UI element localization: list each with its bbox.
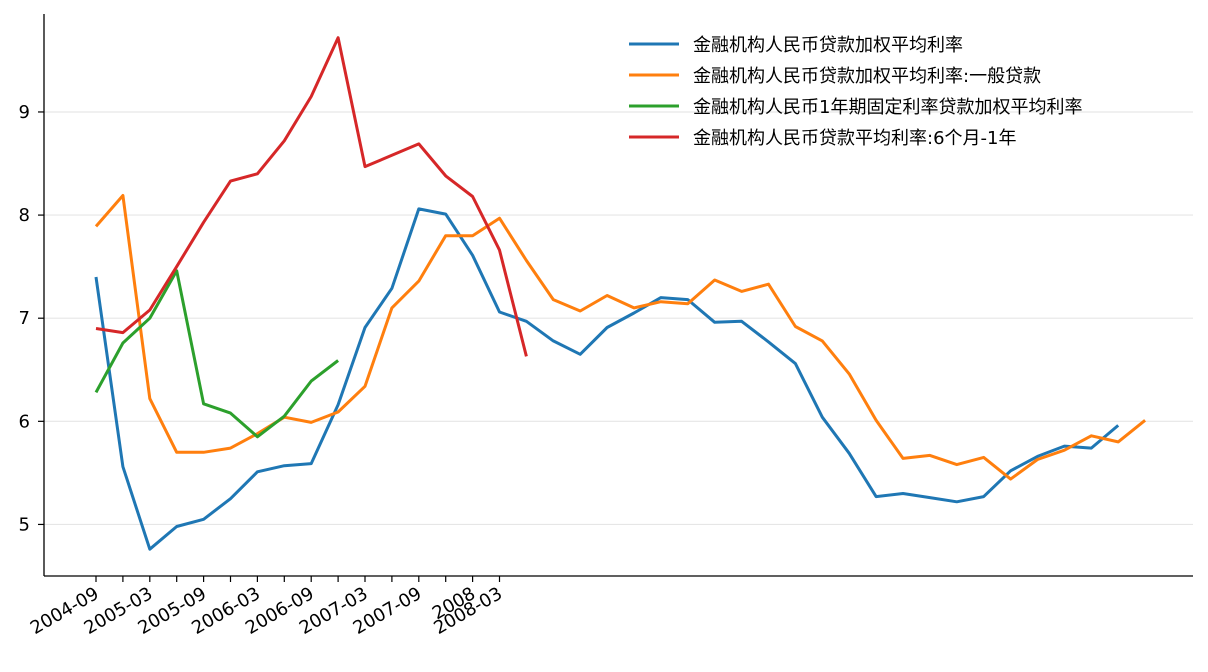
legend-label-3: 金融机构人民币1年期固定利率贷款加权平均利率 [693,97,1082,118]
legend-label-4: 金融机构人民币贷款平均利率:6个月-1年 [693,128,1016,149]
series-line-2 [94,194,1147,481]
series-lines [94,36,1147,551]
y-tick-label: 5 [19,514,30,535]
y-tick-label: 6 [19,411,30,432]
x-ticks: 2004-092005-032005-092006-032006-092007-… [27,576,506,639]
y-tick-label: 8 [19,205,30,226]
gridlines [44,111,1193,526]
series-line-4 [95,36,528,357]
y-tick-label: 9 [19,102,30,123]
series-line-3 [94,269,340,439]
axes [43,14,1193,577]
y-ticks: 5 6 7 8 9 [19,102,44,535]
series-line-1 [94,207,1120,551]
legend-label-2: 金融机构人民币贷款加权平均利率:一般贷款 [693,66,1041,87]
y-tick-label: 7 [19,308,30,329]
legend-label-1: 金融机构人民币贷款加权平均利率 [693,35,963,56]
legend: 金融机构人民币贷款加权平均利率金融机构人民币贷款加权平均利率:一般贷款金融机构人… [629,35,1082,149]
